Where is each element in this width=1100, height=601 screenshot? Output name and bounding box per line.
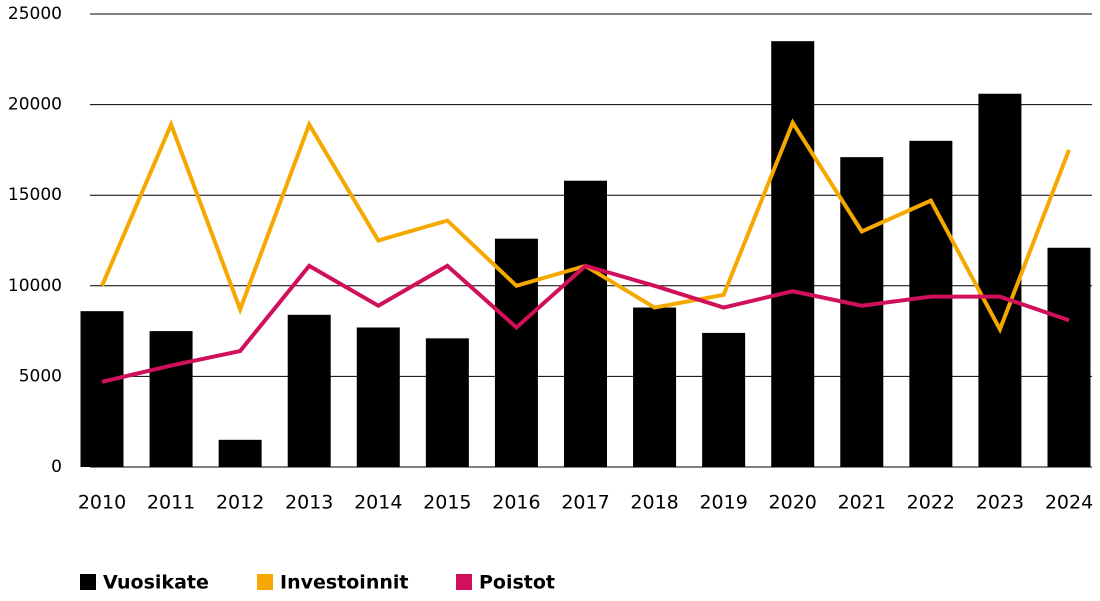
bar [1047,247,1091,467]
x-tick-label: 2024 [1045,492,1093,514]
bar [771,41,815,468]
legend-swatch [456,574,472,590]
bar [80,311,124,467]
bar [425,338,469,467]
legend-label: Poistot [479,572,555,594]
legend-label: Vuosikate [103,572,209,594]
bar [564,180,607,468]
bar [978,93,1022,467]
x-tick-label: 2013 [285,492,333,514]
x-tick-label: 2016 [492,492,540,514]
y-tick-label: 10000 [8,276,62,296]
x-tick-label: 2015 [423,492,471,514]
x-tick-label: 2023 [976,492,1024,514]
x-tick-label: 2012 [216,492,264,514]
y-tick-label: 25000 [8,4,62,24]
bar [356,327,400,467]
bar [494,238,538,467]
bar [287,314,331,467]
x-tick-label: 2014 [354,492,402,514]
bar [218,439,262,467]
x-tick-label: 2011 [147,492,195,514]
legend-swatch [80,574,96,590]
bar [633,307,677,467]
x-tick-label: 2018 [630,492,678,514]
x-tick-label: 2010 [78,492,126,514]
x-tick-label: 2020 [769,492,817,514]
y-tick-label: 5000 [19,366,62,386]
legend-swatch [257,574,273,590]
bar [702,332,746,467]
line [101,263,1070,384]
bar [149,331,193,467]
bar [840,157,884,467]
legend-label: Investoinnit [280,572,408,594]
y-tick-label: 0 [51,457,62,477]
x-tick-label: 2021 [838,492,886,514]
x-tick-label: 2019 [699,492,747,514]
x-tick-label: 2017 [561,492,609,514]
y-tick-label: 20000 [8,95,62,115]
x-tick-label: 2022 [907,492,955,514]
y-tick-label: 15000 [8,185,62,205]
bar [909,140,953,467]
